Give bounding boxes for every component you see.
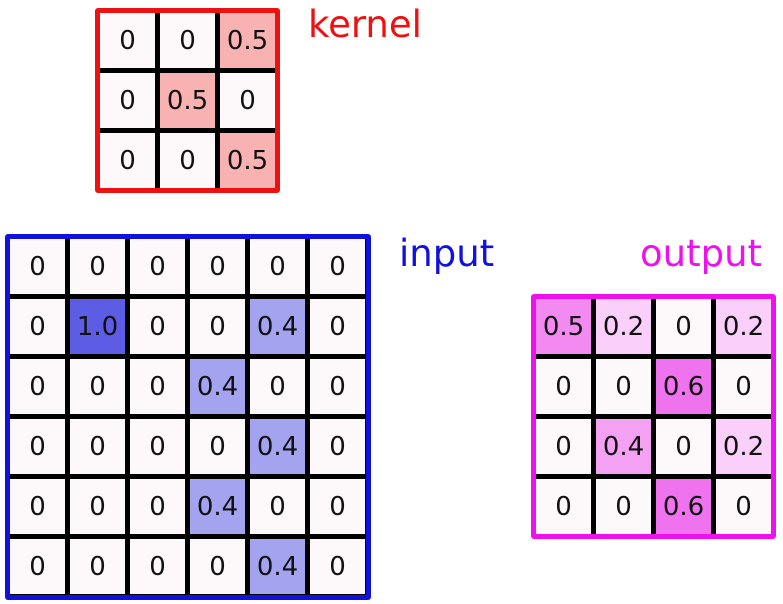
kernel-cell: 0 [100, 13, 155, 68]
input-cell: 0 [130, 419, 185, 474]
input-cell: 0.4 [190, 479, 245, 534]
input-cell: 0 [10, 239, 65, 294]
output-cell: 0.4 [596, 419, 651, 474]
input-cell: 0 [250, 359, 305, 414]
input-cell: 0 [70, 539, 125, 594]
output-label: output [640, 232, 763, 275]
input-cell: 0.4 [190, 359, 245, 414]
kernel-cell: 0 [160, 13, 215, 68]
input-cell: 0 [70, 419, 125, 474]
output-cell: 0 [716, 479, 771, 534]
kernel-cell: 0 [160, 133, 215, 188]
output-cell: 0.2 [596, 299, 651, 354]
input-cell: 0 [10, 539, 65, 594]
kernel-label: kernel [308, 3, 422, 46]
output-cell: 0 [656, 299, 711, 354]
kernel-cell: 0 [220, 73, 275, 128]
input-cell: 0 [130, 239, 185, 294]
input-cell: 0 [190, 539, 245, 594]
input-cell: 0 [310, 239, 365, 294]
output-cell: 0 [596, 359, 651, 414]
input-cell: 0 [310, 539, 365, 594]
output-cell: 0.2 [716, 299, 771, 354]
kernel-cell: 0 [100, 133, 155, 188]
output-cell: 0.5 [536, 299, 591, 354]
input-cell: 0 [250, 479, 305, 534]
input-matrix: 0 0 0 0 0 0 0 1.0 0 0 0.4 0 0 0 0 0.4 0 0 0 0 0 0 0.4 0 0 0 0 0.4 0 0… [5, 234, 371, 600]
input-cell: 0 [310, 299, 365, 354]
input-cell: 0 [250, 239, 305, 294]
input-cell: 0 [190, 299, 245, 354]
output-cell: 0 [536, 419, 591, 474]
input-cell: 1.0 [70, 299, 125, 354]
input-cell: 0 [130, 299, 185, 354]
output-cell: 0.6 [656, 479, 711, 534]
output-cell: 0 [536, 479, 591, 534]
input-cell: 0 [130, 479, 185, 534]
input-cell: 0 [310, 359, 365, 414]
input-cell: 0.4 [250, 539, 305, 594]
output-matrix: 0.5 0.2 0 0.2 0 0 0.6 0 0 0.4 0 0.2 0 0 0.6 0 [531, 294, 776, 539]
input-cell: 0 [130, 359, 185, 414]
input-cell: 0.4 [250, 299, 305, 354]
input-cell: 0 [310, 479, 365, 534]
kernel-cell: 0.5 [220, 13, 275, 68]
kernel-cell: 0.5 [220, 133, 275, 188]
input-cell: 0 [70, 479, 125, 534]
kernel-cell: 0.5 [160, 73, 215, 128]
input-cell: 0 [10, 359, 65, 414]
input-cell: 0 [190, 239, 245, 294]
input-cell: 0 [190, 419, 245, 474]
kernel-matrix: 0 0 0.5 0 0.5 0 0 0 0.5 [95, 8, 280, 193]
input-cell: 0 [10, 299, 65, 354]
input-cell: 0 [130, 539, 185, 594]
input-cell: 0 [10, 479, 65, 534]
input-cell: 0.4 [250, 419, 305, 474]
output-cell: 0 [596, 479, 651, 534]
input-cell: 0 [70, 359, 125, 414]
output-cell: 0 [716, 359, 771, 414]
output-cell: 0 [536, 359, 591, 414]
input-cell: 0 [10, 419, 65, 474]
input-cell: 0 [70, 239, 125, 294]
output-cell: 0.6 [656, 359, 711, 414]
output-cell: 0.2 [716, 419, 771, 474]
kernel-cell: 0 [100, 73, 155, 128]
output-cell: 0 [656, 419, 711, 474]
input-label: input [399, 232, 495, 275]
input-cell: 0 [310, 419, 365, 474]
